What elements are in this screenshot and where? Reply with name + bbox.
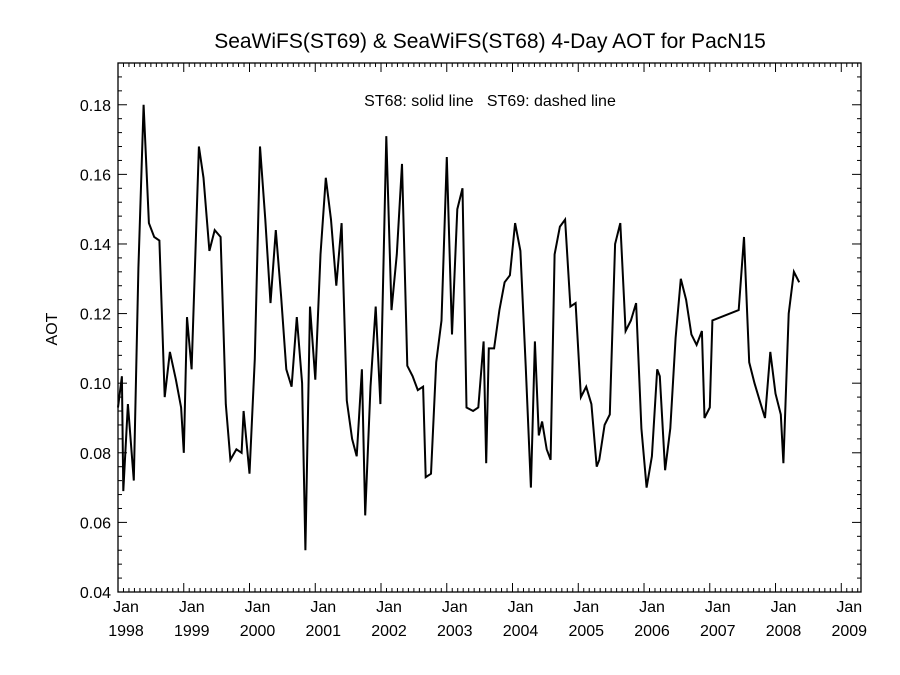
x-tick-month-label: Jan — [179, 599, 205, 616]
x-tick-year-label: 1998 — [108, 623, 144, 640]
x-tick-year-label: 2001 — [305, 623, 341, 640]
x-tick-month-label: Jan — [836, 599, 862, 616]
x-tick-year-label: 2009 — [831, 623, 867, 640]
x-tick-month-label: Jan — [573, 599, 599, 616]
x-tick-month-label: Jan — [442, 599, 468, 616]
x-tick-month-label: Jan — [771, 599, 797, 616]
y-tick-label: 0.16 — [80, 167, 111, 184]
y-tick-label: 0.12 — [80, 307, 111, 324]
axes: 0.04 0.06 0.08 0.10 0.12 0.14 0.16 0.18 Jan 1998 J… — [80, 62, 867, 640]
x-tick-month-label: Jan — [639, 599, 665, 616]
x-tick-month-label: Jan — [310, 599, 336, 616]
x-tick-year-label: 2005 — [568, 623, 604, 640]
x-tick-year-label: 2006 — [634, 623, 670, 640]
y-tick-label: 0.14 — [80, 237, 111, 254]
y-tick-label: 0.10 — [80, 376, 111, 393]
x-tick-month-label: Jan — [508, 599, 534, 616]
x-tick-month-label: Jan — [705, 599, 731, 616]
series-line-st68 — [117, 104, 801, 551]
x-tick-year-label: 2003 — [437, 623, 473, 640]
x-tick-month-label: Jan — [113, 599, 139, 616]
series-layer — [117, 104, 801, 551]
x-tick-year-label: 2008 — [766, 623, 802, 640]
y-tick-label: 0.18 — [80, 98, 111, 115]
x-tick-year-label: 2002 — [371, 623, 407, 640]
x-tick-year-label: 2004 — [503, 623, 539, 640]
x-tick-year-label: 2007 — [700, 623, 736, 640]
chart-title: SeaWiFS(ST69) & SeaWiFS(ST68) 4-Day AOT … — [214, 30, 766, 53]
y-tick-label: 0.08 — [80, 446, 111, 463]
x-tick-month-label: Jan — [245, 599, 271, 616]
y-tick-label: 0.06 — [80, 515, 111, 532]
x-tick-month-label: Jan — [376, 599, 402, 616]
y-axis-label: AOT — [44, 312, 61, 345]
plot-frame — [117, 62, 862, 593]
x-tick-year-label: 1999 — [174, 623, 210, 640]
series-style-note: ST68: solid line ST69: dashed line — [364, 93, 616, 110]
y-tick-label: 0.04 — [80, 585, 111, 602]
x-tick-year-label: 2000 — [240, 623, 276, 640]
